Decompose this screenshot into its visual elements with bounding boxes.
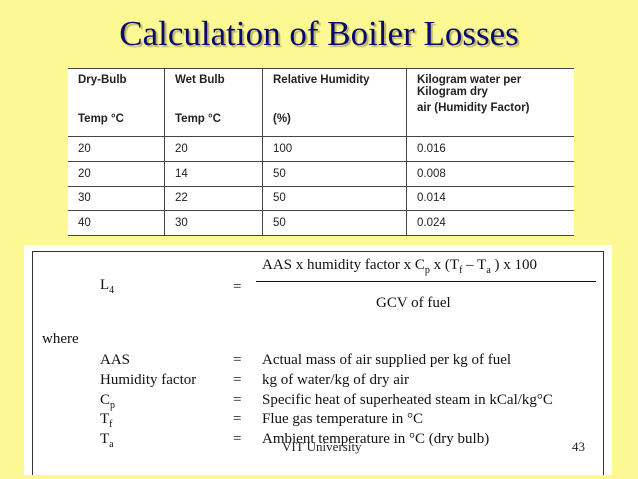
definition-term: Ta bbox=[100, 431, 114, 450]
definition-equals: = bbox=[233, 392, 242, 408]
page-number: 43 bbox=[572, 439, 585, 454]
definition-text: Ambient temperature in °C (dry bulb) bbox=[262, 431, 490, 447]
table-header-row: Dry-Bulb Wet Bulb Relative Humidity Kilo… bbox=[68, 68, 574, 102]
where-label: where bbox=[42, 331, 79, 347]
table-cell: 22 bbox=[164, 185, 263, 211]
table-cell: 50 bbox=[262, 210, 407, 236]
table-cell: 30 bbox=[164, 210, 263, 236]
definition-term: Humidity factor bbox=[100, 372, 197, 388]
table-cell: 100 bbox=[262, 136, 407, 162]
table-row: 30 22 50 0.014 bbox=[68, 185, 574, 211]
definition-equals: = bbox=[233, 431, 242, 447]
formula-numerator: AAS x humidity factor x Cp x (Tf – Ta ) … bbox=[262, 257, 538, 276]
header-cell: Temp °C bbox=[164, 102, 263, 137]
table-cell: 0.008 bbox=[406, 160, 574, 186]
header-cell: Dry-Bulb bbox=[68, 68, 165, 102]
footer-university: VIT University bbox=[282, 439, 362, 454]
definition-term: Cp bbox=[100, 392, 116, 411]
table-cell: 0.016 bbox=[406, 136, 574, 162]
definition-text: Specific heat of superheated steam in kC… bbox=[262, 392, 553, 408]
table-cell: 50 bbox=[262, 160, 407, 186]
humidity-table-container: Dry-Bulb Wet Bulb Relative Humidity Kilo… bbox=[68, 68, 574, 236]
definition-text: Actual mass of air supplied per kg of fu… bbox=[262, 352, 512, 368]
header-cell: (%) bbox=[262, 102, 407, 137]
table-cell: 20 bbox=[68, 160, 165, 186]
table-cell: 50 bbox=[262, 185, 407, 211]
definition-equals: = bbox=[233, 372, 242, 388]
header-cell: Kilogram water per Kilogram dry bbox=[406, 68, 574, 102]
formula-equals: = bbox=[233, 279, 242, 295]
definition-term: Tf bbox=[100, 411, 113, 430]
table-cell: 20 bbox=[164, 136, 263, 162]
definition-equals: = bbox=[233, 352, 242, 368]
header-cell: Temp °C bbox=[78, 113, 124, 125]
formula-lhs: L4 bbox=[100, 277, 115, 296]
definition-text: Flue gas temperature in °C bbox=[262, 411, 423, 427]
table-row: 40 30 50 0.024 bbox=[68, 210, 574, 236]
table-header-row: Temp °C Temp °C (%) air (Humidity Factor… bbox=[68, 102, 574, 137]
formula-box-border bbox=[32, 251, 604, 475]
humidity-table: Dry-Bulb Wet Bulb Relative Humidity Kilo… bbox=[68, 68, 574, 236]
header-cell: Relative Humidity bbox=[262, 68, 407, 102]
fraction-line bbox=[256, 281, 596, 282]
formula-box: AAS x humidity factor x Cp x (Tf – Ta ) … bbox=[24, 245, 612, 475]
definition-equals: = bbox=[233, 411, 242, 427]
table-cell: 20 bbox=[68, 136, 165, 162]
table-cell: 0.024 bbox=[406, 210, 574, 236]
slide-title: Calculation of Boiler Losses bbox=[119, 14, 519, 53]
definition-term: AAS bbox=[100, 352, 131, 368]
table-row: 20 14 50 0.008 bbox=[68, 160, 574, 186]
table-cell: 30 bbox=[68, 185, 165, 211]
table-cell: 14 bbox=[164, 160, 263, 186]
definition-text: kg of water/kg of dry air bbox=[262, 372, 410, 388]
table-row: 20 20 100 0.016 bbox=[68, 136, 574, 162]
table-cell: 40 bbox=[68, 210, 165, 236]
header-cell: air (Humidity Factor) bbox=[406, 102, 574, 137]
table-cell: 0.014 bbox=[406, 185, 574, 211]
header-cell: Wet Bulb bbox=[164, 68, 263, 102]
formula-denominator: GCV of fuel bbox=[376, 295, 451, 311]
